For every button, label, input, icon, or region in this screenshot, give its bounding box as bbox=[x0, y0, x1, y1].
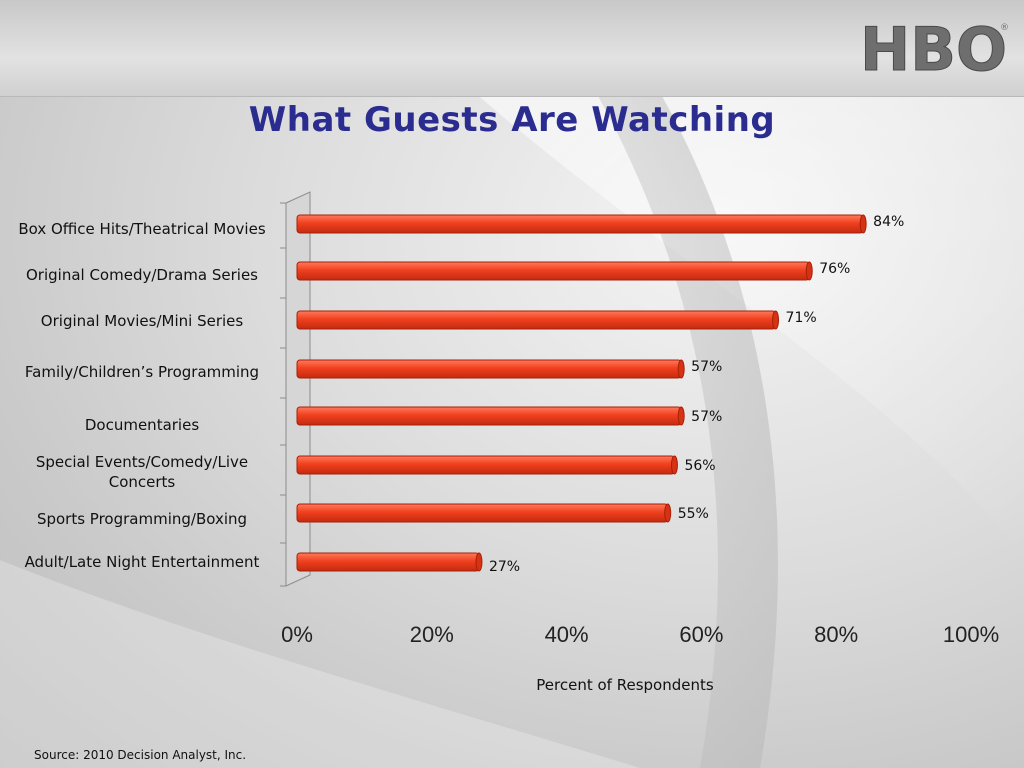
bar-end-cap bbox=[670, 455, 678, 475]
value-label: 27% bbox=[489, 559, 520, 575]
bar-end-cap bbox=[677, 359, 685, 379]
chart-title: What Guests Are Watching bbox=[248, 100, 776, 140]
bar-end-cap bbox=[475, 552, 483, 572]
bar bbox=[296, 214, 864, 234]
category-label: Box Office Hits/Theatrical Movies bbox=[18, 220, 265, 238]
bar bbox=[296, 261, 810, 281]
bar bbox=[296, 310, 777, 330]
value-label: 57% bbox=[691, 409, 722, 425]
category-label: Special Events/Comedy/Live Concerts bbox=[36, 453, 248, 491]
bar bbox=[296, 455, 675, 475]
hbo-logo: HBO ® bbox=[860, 18, 1009, 78]
bar bbox=[296, 406, 682, 426]
header-band bbox=[0, 0, 1024, 97]
source-note: Source: 2010 Decision Analyst, Inc. bbox=[34, 748, 247, 762]
x-tick-label: 0% bbox=[281, 622, 313, 647]
x-tick-label: 20% bbox=[410, 622, 454, 647]
category-label: Documentaries bbox=[85, 416, 199, 434]
bar bbox=[296, 359, 682, 379]
x-tick-label: 40% bbox=[545, 622, 589, 647]
category-label: Original Comedy/Drama Series bbox=[26, 266, 258, 284]
x-tick-label: 60% bbox=[679, 622, 723, 647]
bar-end-cap bbox=[859, 214, 867, 234]
category-label: Sports Programming/Boxing bbox=[37, 510, 247, 528]
bar-end-cap bbox=[677, 406, 685, 426]
x-axis-title: Percent of Respondents bbox=[536, 676, 714, 694]
value-label: 71% bbox=[786, 310, 817, 326]
x-tick-label: 80% bbox=[814, 622, 858, 647]
value-label: 55% bbox=[678, 506, 709, 522]
bar bbox=[296, 503, 669, 523]
value-label: 56% bbox=[684, 458, 715, 474]
value-label: 84% bbox=[873, 214, 904, 230]
bar-end-cap bbox=[772, 310, 780, 330]
svg-text:®: ® bbox=[1000, 23, 1009, 33]
bar-end-cap bbox=[805, 261, 813, 281]
value-label: 76% bbox=[819, 261, 850, 277]
x-tick-label: 100% bbox=[943, 622, 999, 647]
value-label: 57% bbox=[691, 359, 722, 375]
category-label: Family/Children’s Programming bbox=[25, 363, 259, 381]
bar-end-cap bbox=[664, 503, 672, 523]
category-label: Original Movies/Mini Series bbox=[41, 312, 244, 330]
svg-text:HBO: HBO bbox=[860, 18, 1007, 78]
category-label: Adult/Late Night Entertainment bbox=[25, 553, 260, 571]
bar bbox=[296, 552, 480, 572]
axis-wall bbox=[285, 191, 311, 587]
